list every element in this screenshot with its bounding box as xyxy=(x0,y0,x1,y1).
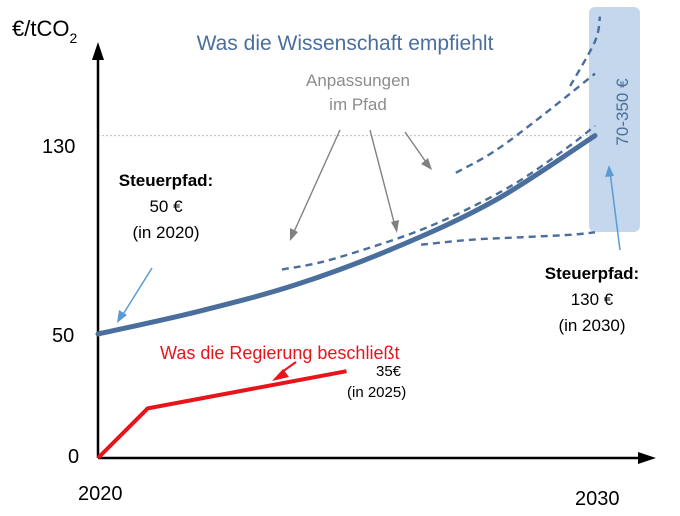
right-steuerpfad-title: Steuerpfad: xyxy=(545,264,639,283)
x-tick-label-2020: 2020 xyxy=(78,483,123,505)
y-tick-label-50: 50 xyxy=(52,325,74,347)
adjust-label-line2: im Pfad xyxy=(329,95,387,114)
science-title: Was die Wissenschaft empfiehlt xyxy=(197,32,494,55)
y-tick-label-130: 130 xyxy=(42,136,75,158)
arrow-adjust-2 xyxy=(370,130,395,226)
adjustment-path-2 xyxy=(456,74,595,173)
arrowhead-government xyxy=(272,369,289,381)
right-steuerpfad-year: (in 2030) xyxy=(558,316,625,335)
arrowhead-adjust-2 xyxy=(391,220,399,233)
adjust-label-line1: Anpassungen xyxy=(306,71,410,90)
left-steuerpfad-title: Steuerpfad: xyxy=(119,171,213,190)
x-axis-arrow xyxy=(638,452,656,464)
y-axis-label: €/tCO2 xyxy=(12,16,77,46)
annotation-arrows xyxy=(293,130,428,234)
series-government-line xyxy=(98,371,347,458)
right-steuerpfad-value: 130 € xyxy=(571,290,614,309)
arrow-left-steuerpfad xyxy=(122,268,152,316)
annotation-arrowheads xyxy=(290,158,432,241)
government-value: 35€ xyxy=(376,363,402,380)
y-tick-label-0: 0 xyxy=(68,446,79,468)
government-title: Was die Regierung beschließt xyxy=(160,343,399,363)
arrowhead-adjust-1 xyxy=(290,228,298,241)
arrow-adjust-3 xyxy=(405,132,428,165)
government-year: (in 2025) xyxy=(347,384,406,401)
left-steuerpfad-value: 50 € xyxy=(149,197,183,216)
y-axis-arrow xyxy=(92,42,104,60)
x-tick-label-2030: 2030 xyxy=(575,488,620,510)
left-steuerpfad-year: (in 2020) xyxy=(132,223,199,242)
arrowhead-left-steuerpfad xyxy=(117,310,127,323)
arrowhead-adjust-3 xyxy=(421,158,432,170)
range-band-label: 70-350 € xyxy=(613,78,632,146)
adjustment-path-4 xyxy=(421,232,595,244)
adjustment-path-1 xyxy=(282,126,595,270)
arrow-adjust-1 xyxy=(293,130,340,234)
